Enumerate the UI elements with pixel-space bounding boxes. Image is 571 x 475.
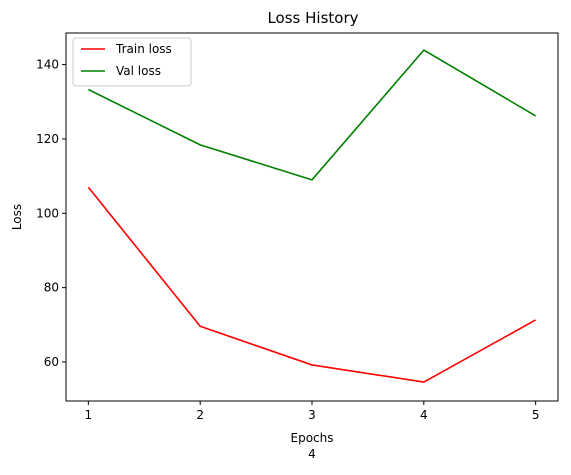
y-axis-label: Loss — [10, 204, 24, 230]
y-tick-label: 140 — [36, 58, 59, 72]
series-line-val-loss — [88, 49, 537, 181]
y-tick-label: 120 — [36, 132, 59, 146]
legend-label-train-loss: Train loss — [115, 42, 172, 56]
series-line-train-loss — [87, 186, 537, 383]
legend: Train loss Val loss — [72, 37, 192, 87]
x-tick-label: 2 — [196, 408, 204, 422]
x-axis-label: Epochs — [291, 431, 334, 445]
series-layer — [87, 49, 537, 383]
x-tick-label: 4 — [420, 408, 428, 422]
legend-label-val-loss: Val loss — [116, 64, 161, 78]
y-tick-label: 80 — [44, 281, 59, 295]
y-tick-label: 100 — [36, 206, 59, 220]
chart-title: Loss History — [267, 9, 358, 27]
y-tick-label: 60 — [44, 355, 59, 369]
figure-caption: 4 — [308, 447, 316, 461]
legend-box — [72, 37, 192, 87]
y-axis-ticks: 60 80 100 120 140 — [36, 58, 66, 369]
x-tick-label: 3 — [308, 408, 316, 422]
x-tick-label: 5 — [532, 408, 540, 422]
x-tick-label: 1 — [85, 408, 93, 422]
x-axis-ticks: 1 2 3 4 5 — [85, 401, 540, 422]
